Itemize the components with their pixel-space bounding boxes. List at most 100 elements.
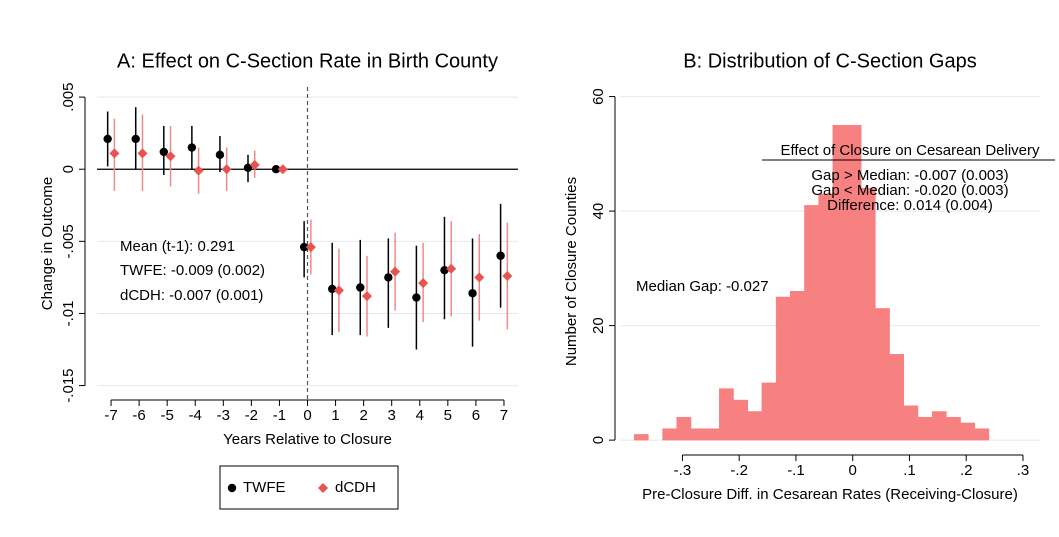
y-tick-label: 0 [590,436,607,444]
x-tick-label: -3 [217,407,230,424]
point [362,291,373,302]
point [390,266,401,277]
point [440,265,449,275]
x-tick-label: .3 [1017,462,1030,479]
point [137,148,148,159]
legend-marker [227,483,237,493]
bar [747,411,763,441]
bar [662,428,678,441]
bar [775,296,791,441]
point [221,164,232,175]
x-tick-label: 7 [500,407,508,424]
x-tick-label: -6 [132,407,145,424]
y-tick-label: 20 [590,317,607,334]
bar [733,399,748,441]
point [249,159,260,170]
point [299,242,309,252]
y-tick-label: 0 [60,165,77,173]
x-axis-label: Pre-Closure Diff. in Cesarean Rates (Rec… [642,486,1018,503]
box-line: Gap < Median: -0.020 (0.003) [811,182,1008,199]
bar [903,405,919,441]
x-tick-label: -.3 [674,462,692,479]
bar [974,428,990,441]
bar [790,291,805,441]
y-axis-label: Change in Outcome [39,177,56,310]
bar [761,382,777,441]
bar [875,308,890,441]
bar [860,187,876,441]
annotation: Median Gap: -0.027 [636,278,769,295]
bar [704,428,720,441]
point [193,165,204,176]
point [496,251,505,260]
legend-box [219,465,399,510]
box-line: Gap > Median: -0.007 (0.003) [811,167,1008,184]
x-tick-label: -4 [189,407,202,424]
x-tick-label: 0 [849,462,857,479]
point [159,147,168,157]
point [271,165,281,174]
bar [931,411,947,441]
x-tick-label: -1 [273,407,286,424]
bar [719,388,734,441]
x-tick-label: 1 [331,407,339,424]
chart-title: A: Effect on C-Section Rate in Birth Cou… [117,50,498,72]
point [187,143,197,152]
bar [889,353,905,441]
x-tick-label: 2 [359,407,367,424]
point [305,242,316,253]
point [446,263,457,274]
y-tick-label: -.005 [60,224,77,258]
bar [960,422,975,441]
legend-label: TWFE [243,479,286,496]
point [131,134,140,144]
x-tick-label: 5 [444,407,452,424]
legend-label: dCDH [335,479,376,496]
bar [676,416,692,441]
bar [804,205,819,441]
point [165,151,176,162]
x-tick-label: -5 [160,407,173,424]
point [502,270,513,281]
point [356,283,365,292]
point [412,293,421,302]
y-tick-label: .005 [60,82,77,111]
bar [917,416,933,441]
point [103,134,112,144]
legend-marker [318,483,328,493]
box-line: Difference: 0.014 (0.004) [827,197,993,214]
x-tick-label: .1 [903,462,916,479]
box-title: Effect of Closure on Cesarean Delivery [780,142,1040,159]
point [277,164,288,175]
x-tick-label: -2 [245,407,258,424]
point [384,273,393,282]
point [333,285,344,296]
bar [633,434,649,441]
point [327,284,337,294]
y-tick-label: -.015 [60,368,77,402]
y-tick-label: 40 [590,203,607,220]
point [109,148,120,159]
x-tick-label: 0 [303,407,311,424]
point [243,163,253,172]
x-axis-label: Years Relative to Closure [223,431,392,448]
point [474,272,485,283]
x-tick-label: 3 [388,407,396,424]
bar [818,193,834,441]
x-tick-label: -.1 [787,462,805,479]
point [418,278,429,289]
annotation: Mean (t-1): 0.291 [120,238,235,255]
annotation: dCDH: -0.007 (0.001) [120,287,263,304]
x-tick-label: 4 [416,407,424,424]
chart-title: B: Distribution of C-Section Gaps [683,50,976,72]
x-tick-label: -.2 [730,462,748,479]
bar [690,428,706,441]
y-tick-label: 60 [590,88,607,105]
y-axis-label: Number of Closure Counties [563,177,580,366]
y-tick-label: -.01 [60,301,77,327]
annotation: TWFE: -0.009 (0.002) [120,262,265,279]
point [215,150,225,159]
bar [946,416,961,441]
point [468,289,477,298]
